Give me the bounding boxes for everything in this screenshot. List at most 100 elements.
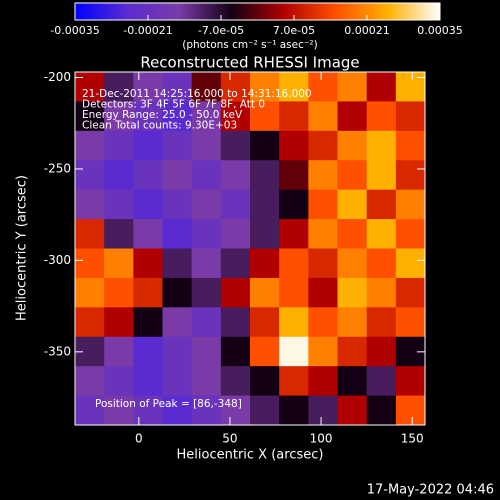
heatmap-cell [366, 395, 397, 426]
heatmap-cell [308, 336, 338, 367]
heatmap-cell [133, 336, 163, 367]
heatmap-cell [191, 219, 222, 249]
heatmap-cell [75, 101, 105, 132]
heatmap-cell [220, 336, 251, 367]
heatmap-cell [133, 307, 163, 338]
y-tick-label: -200 [44, 70, 71, 84]
heatmap-cell [366, 336, 397, 367]
heatmap-cell [279, 366, 309, 397]
chart-title: Reconstructed RHESSI Image [140, 54, 359, 72]
heatmap-cell [250, 277, 280, 308]
heatmap-cell [250, 189, 280, 220]
heatmap-cell [337, 219, 368, 249]
heatmap-cell [395, 72, 426, 102]
heatmap-cell [366, 130, 397, 161]
heatmap-cell [395, 219, 426, 249]
colorbar-tick-label: -7.0e-05 [198, 24, 244, 37]
timestamp: 17-May-2022 04:46 [367, 483, 494, 498]
heatmap-cell [366, 189, 397, 220]
heatmap-cell [191, 72, 222, 102]
heatmap-cell [104, 160, 134, 191]
heatmap-cell [162, 219, 193, 249]
heatmap-cell [162, 72, 193, 102]
heatmap-cell [220, 248, 251, 279]
heatmap-cell [133, 189, 163, 220]
heatmap-cell [395, 395, 426, 426]
heatmap-cell [250, 72, 280, 102]
heatmap-cell [75, 189, 105, 220]
heatmap-cell [133, 160, 163, 191]
heatmap-cell [133, 101, 163, 132]
heatmap-cell [366, 219, 397, 249]
heatmap-cell [220, 366, 251, 397]
heatmap-cell [75, 395, 105, 426]
heatmap-cell [191, 395, 222, 426]
heatmap-cell [395, 248, 426, 279]
heatmap-cell [395, 189, 426, 220]
heatmap-cell [250, 248, 280, 279]
x-tick-label: 100 [310, 432, 333, 446]
heatmap-cell [104, 336, 134, 367]
heatmap-cell [220, 395, 251, 426]
heatmap-cell [75, 130, 105, 161]
heatmap-cell [337, 366, 368, 397]
heatmap-cell [279, 307, 309, 338]
heatmap-cell [191, 366, 222, 397]
heatmap-cell [104, 248, 134, 279]
heatmap-cell [133, 277, 163, 308]
colorbar-label: (photons cm⁻² s⁻¹ asec⁻²) [182, 39, 317, 51]
heatmap-cell [162, 248, 193, 279]
heatmap-cell [337, 307, 368, 338]
x-tick-label: 50 [222, 432, 237, 446]
y-tick-label: -350 [44, 344, 71, 358]
heatmap-cell [104, 130, 134, 161]
heatmap-cell [337, 130, 368, 161]
heatmap-cell [191, 101, 222, 132]
heatmap-cell [191, 160, 222, 191]
heatmap-cell [220, 277, 251, 308]
heatmap-cell [366, 277, 397, 308]
heatmap-cell [308, 395, 338, 426]
heatmap-cell [308, 189, 338, 220]
heatmap-cell [395, 307, 426, 338]
heatmap-cell [220, 130, 251, 161]
heatmap-cell [162, 160, 193, 191]
heatmap-cell [75, 72, 105, 102]
heatmap-cell [220, 101, 251, 132]
colorbar-tick-label: 0.00021 [344, 24, 390, 37]
heatmap-cell [75, 160, 105, 191]
heatmap-cell [75, 248, 105, 279]
heatmap-cell [250, 366, 280, 397]
heatmap-cell [104, 395, 134, 426]
heatmap-cell [308, 366, 338, 397]
heatmap-cell [337, 277, 368, 308]
heatmap-cell [395, 101, 426, 132]
heatmap-cell [366, 307, 397, 338]
heatmap [75, 72, 426, 426]
heatmap-cell [279, 101, 309, 132]
annotation: 21-Dec-2011 14:25:16.000 to 14:31:16.000 [82, 88, 312, 100]
heatmap-cell [220, 160, 251, 191]
heatmap-cell [250, 130, 280, 161]
heatmap-cell [308, 101, 338, 132]
annotation: Detectors: 3F 4F 5F 6F 7F 8F, Att 0 [82, 99, 265, 111]
heatmap-cell [133, 248, 163, 279]
heatmap-cell [162, 395, 193, 426]
heatmap-cell [133, 395, 163, 426]
heatmap-cell [337, 248, 368, 279]
heatmap-cell [220, 72, 251, 102]
heatmap-cell [104, 219, 134, 249]
heatmap-cell [104, 101, 134, 132]
peak-label: Position of Peak = [86,-348] [95, 398, 242, 410]
heatmap-cell [162, 366, 193, 397]
heatmap-cell [250, 101, 280, 132]
heatmap-cell [337, 336, 368, 367]
heatmap-cell [75, 219, 105, 249]
annotation: Energy Range: 25.0 - 50.0 keV [82, 109, 243, 121]
heatmap-cell [133, 72, 163, 102]
heatmap-cell [279, 277, 309, 308]
heatmap-cell [395, 160, 426, 191]
heatmap-cell [133, 366, 163, 397]
